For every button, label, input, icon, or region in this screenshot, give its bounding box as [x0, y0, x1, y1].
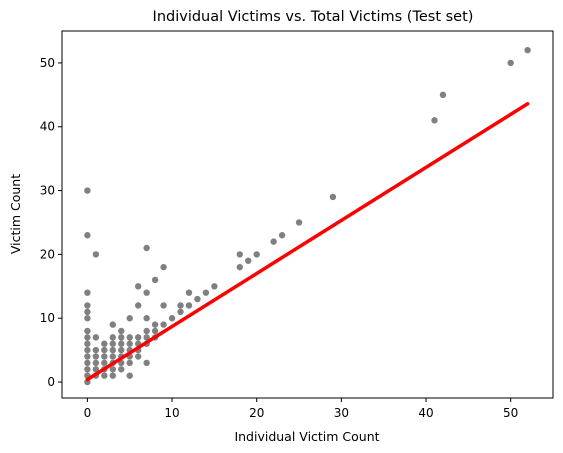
- data-point: [84, 289, 91, 296]
- data-point: [143, 244, 150, 252]
- data-point: [84, 232, 91, 239]
- x-tick-label: 20: [249, 406, 264, 420]
- data-point: [92, 353, 100, 360]
- data-point: [84, 346, 91, 354]
- data-point: [245, 257, 252, 264]
- data-point: [92, 359, 100, 367]
- data-point: [126, 359, 133, 367]
- data-point: [194, 295, 201, 303]
- data-point: [118, 366, 125, 373]
- x-axis-label: Individual Victim Count: [234, 429, 379, 444]
- data-point: [84, 315, 91, 322]
- data-point: [84, 327, 91, 335]
- data-point: [253, 251, 260, 258]
- data-point: [84, 340, 91, 347]
- data-point: [295, 219, 303, 226]
- data-point: [109, 334, 116, 341]
- data-point: [118, 334, 125, 341]
- data-point: [84, 353, 91, 360]
- data-point: [101, 346, 108, 354]
- data-point: [109, 321, 116, 328]
- data-point: [134, 353, 142, 360]
- data-point: [151, 276, 159, 284]
- data-point: [84, 334, 91, 341]
- data-point: [109, 346, 116, 354]
- data-point: [118, 327, 125, 335]
- data-point: [185, 302, 193, 309]
- data-point: [211, 283, 218, 290]
- data-point: [160, 321, 167, 328]
- y-tick-label: 30: [40, 184, 55, 198]
- data-point: [84, 302, 91, 309]
- y-tick-label: 40: [40, 120, 55, 134]
- data-point: [126, 315, 133, 322]
- data-point: [329, 193, 337, 201]
- data-point: [101, 340, 108, 347]
- data-point: [134, 334, 142, 341]
- data-point: [160, 302, 167, 309]
- data-point: [92, 334, 100, 341]
- data-point: [177, 302, 184, 309]
- data-point: [143, 359, 150, 367]
- y-tick-label: 50: [40, 56, 55, 70]
- data-point: [143, 289, 150, 296]
- data-point: [84, 359, 91, 367]
- x-tick-label: 40: [418, 406, 433, 420]
- data-point: [92, 366, 100, 373]
- data-point: [270, 238, 277, 245]
- data-point: [109, 340, 116, 347]
- data-point: [278, 232, 286, 239]
- y-axis-label: Victim Count: [8, 174, 23, 254]
- data-point: [134, 283, 142, 290]
- data-point: [118, 346, 125, 354]
- data-point: [151, 321, 159, 328]
- data-point: [177, 308, 184, 316]
- data-point: [151, 327, 159, 335]
- data-point: [109, 366, 116, 373]
- data-point: [160, 263, 167, 271]
- data-point: [236, 263, 243, 271]
- data-point: [84, 187, 91, 194]
- y-tick-label: 10: [40, 311, 55, 325]
- data-point: [431, 117, 438, 124]
- data-point: [92, 346, 100, 354]
- data-point: [134, 302, 142, 309]
- data-point: [185, 289, 193, 296]
- data-point: [126, 372, 133, 379]
- x-tick-label: 30: [334, 406, 349, 420]
- x-tick-label: 10: [164, 406, 179, 420]
- data-point: [507, 59, 514, 67]
- y-tick-label: 20: [40, 247, 55, 261]
- data-point: [101, 353, 108, 360]
- y-axis: 0 10 20 30 40 50: [40, 56, 62, 389]
- x-tick-label: 0: [84, 406, 92, 420]
- data-point: [109, 353, 116, 360]
- fit-line-layer: [85, 102, 530, 382]
- data-point: [524, 46, 531, 54]
- data-point: [84, 308, 91, 316]
- data-point: [84, 366, 91, 373]
- x-axis: 0 10 20 30 40 50: [84, 398, 518, 420]
- data-point: [143, 334, 150, 341]
- data-point: [143, 327, 150, 335]
- data-point: [92, 251, 100, 258]
- data-point: [126, 340, 133, 347]
- data-point: [143, 315, 150, 322]
- fit-line: [85, 102, 530, 382]
- data-point: [439, 91, 447, 99]
- data-point: [101, 372, 108, 379]
- y-tick-label: 0: [47, 375, 55, 389]
- data-point: [202, 289, 210, 296]
- data-point: [168, 315, 176, 322]
- x-tick-label: 50: [503, 406, 518, 420]
- points-layer: [84, 46, 531, 386]
- data-point: [118, 340, 125, 347]
- chart-title: Individual Victims vs. Total Victims (Te…: [153, 9, 474, 25]
- data-point: [101, 359, 108, 367]
- data-point: [126, 334, 133, 341]
- data-point: [236, 251, 243, 258]
- data-point: [109, 372, 116, 379]
- plot-frame: [61, 30, 554, 399]
